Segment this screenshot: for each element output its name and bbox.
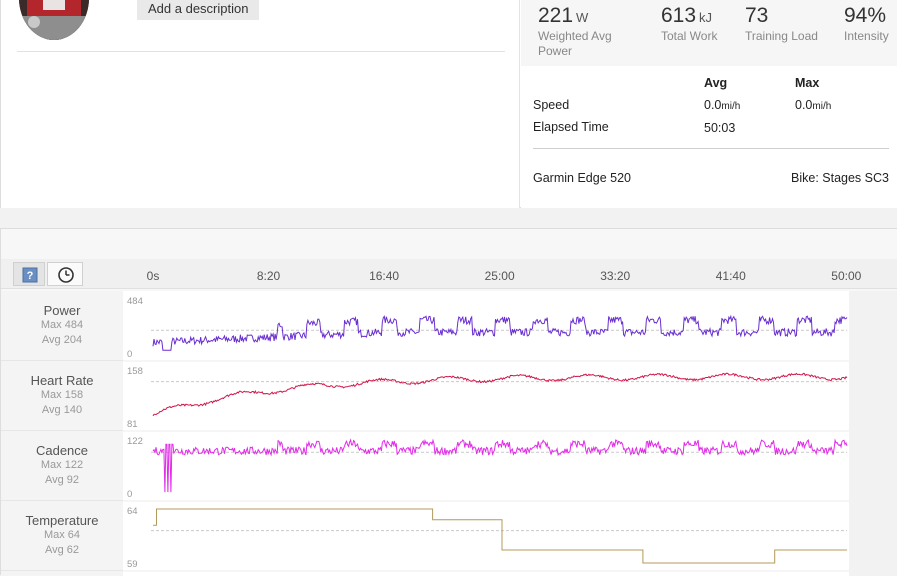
stat-label: Total Work — [661, 29, 718, 43]
stat-label: Intensity — [844, 29, 889, 43]
column-header-avg: Avg — [704, 76, 728, 90]
time-tick-label: 8:20 — [256, 269, 281, 283]
axis-max-label: 484 — [127, 296, 143, 307]
axis-min-label: 0 — [127, 489, 132, 500]
time-tick-label: 41:40 — [715, 269, 746, 283]
metric-avg: Avg 62 — [44, 544, 80, 556]
stat-label: Weighted Avg — [538, 29, 612, 43]
elapsed-time-avg: 50:03 — [704, 121, 736, 135]
metric-avg: Avg 204 — [41, 334, 83, 346]
metric-label-temperature[interactable]: Temperature Max 64 Avg 62 — [1, 501, 123, 571]
activity-chart[interactable]: 484 0 158 81 122 0 64 59 — [123, 291, 849, 576]
speed-max-unit: mi/h — [812, 101, 832, 112]
metric-label-cadence[interactable]: Cadence Max 122 Avg 92 — [1, 431, 123, 501]
avatar[interactable] — [19, 0, 89, 40]
column-header-max: Max — [795, 76, 820, 90]
device-name: Garmin Edge 520 — [533, 171, 631, 185]
series-line-power — [152, 314, 848, 351]
axis-max-label: 64 — [127, 506, 138, 517]
metric-name: Temperature — [25, 513, 99, 528]
metric-max: Max 64 — [43, 529, 81, 541]
activity-header-card: Add a description — [0, 0, 520, 208]
stat-value: 94% — [844, 4, 887, 27]
metric-name: Power — [43, 303, 81, 318]
question-icon: ? — [22, 267, 38, 283]
stat-value: 73 — [745, 4, 769, 27]
time-tick-label: 0s — [146, 269, 160, 283]
time-axis: 0s 8:20 16:40 25:00 33:20 41:40 50:00 — [1, 259, 897, 289]
speed-avg: 0.0mi/h — [704, 98, 740, 112]
axis-min-label: 81 — [127, 419, 138, 430]
speed-avg-unit: mi/h — [721, 101, 741, 112]
axis-min-label: 0 — [127, 349, 132, 360]
activity-stats-card: 221 W Weighted Avg Power 613 kJ Total Work… — [521, 0, 897, 208]
stat-unit: kJ — [699, 10, 713, 25]
metric-label-power[interactable]: Power Max 484 Avg 204 — [1, 291, 123, 361]
stat-value: 613 — [661, 4, 697, 27]
stat-label: Power — [538, 44, 573, 58]
metric-name: Heart Rate — [30, 373, 94, 388]
series-line-temperature — [153, 508, 847, 564]
metric-labels-column: Power Max 484 Avg 204 Heart Rate Max 158 Avg … — [1, 291, 123, 576]
time-tick-label: 33:20 — [600, 269, 631, 283]
add-description-button[interactable]: Add a description — [137, 0, 260, 20]
series-line-heart-rate — [152, 372, 848, 417]
metric-label-heart-rate[interactable]: Heart Rate Max 158 Avg 140 — [1, 361, 123, 431]
stat-label: Training Load — [745, 29, 818, 43]
svg-text:?: ? — [27, 270, 34, 282]
bike-name: Bike: Stages SC3 — [791, 171, 889, 185]
metric-name: Cadence — [35, 443, 89, 458]
stat-total-work: 613 kJ Total Work — [661, 4, 717, 43]
series-line-cadence — [152, 438, 848, 493]
time-tick-label: 25:00 — [484, 269, 515, 283]
metric-avg: Avg 92 — [44, 474, 80, 486]
metric-avg: Avg 140 — [41, 404, 83, 416]
stat-training-load: 73 Training Load — [745, 4, 818, 43]
row-label-elapsed-time: Elapsed Time — [533, 120, 609, 134]
speed-avg-value: 0.0 — [704, 98, 722, 112]
axis-max-label: 158 — [127, 366, 143, 377]
axis-min-label: 59 — [127, 559, 138, 570]
stat-weighted-avg-power: 221 W Weighted Avg Power — [538, 4, 612, 58]
stat-value: 221 — [538, 4, 574, 27]
time-tick-label: 16:40 — [369, 269, 400, 283]
divider — [533, 148, 889, 149]
divider — [17, 51, 505, 52]
speed-max: 0.0mi/h — [795, 98, 831, 112]
plot-gutter — [849, 291, 897, 576]
plot-area[interactable]: 484 0 158 81 122 0 64 59 — [123, 291, 849, 576]
chart-toolbar: ? 0s 8:20 16:40 25:00 33:20 41:40 50:00 — [1, 259, 897, 289]
metric-max: Max 122 — [40, 459, 84, 471]
activity-summary-panel: Add a description 221 W Weighted Avg Powe… — [0, 0, 897, 208]
time-tick-label: 50:00 — [831, 269, 862, 283]
stat-unit: W — [576, 10, 589, 25]
axis-max-label: 122 — [127, 436, 143, 447]
stat-intensity: 94% Intensity — [844, 4, 889, 43]
time-axis-button[interactable] — [47, 262, 83, 286]
metric-max: Max 158 — [40, 389, 84, 401]
row-label-speed: Speed — [533, 98, 570, 112]
speed-max-value: 0.0 — [795, 98, 813, 112]
metric-max: Max 484 — [40, 319, 84, 331]
activity-chart-panel: ? 0s 8:20 16:40 25:00 33:20 41:40 50:00 Power M… — [0, 228, 897, 576]
clock-icon — [58, 267, 74, 283]
help-button[interactable]: ? — [13, 262, 45, 286]
stats-band: 221 W Weighted Avg Power 613 kJ Total Work… — [521, 0, 897, 66]
